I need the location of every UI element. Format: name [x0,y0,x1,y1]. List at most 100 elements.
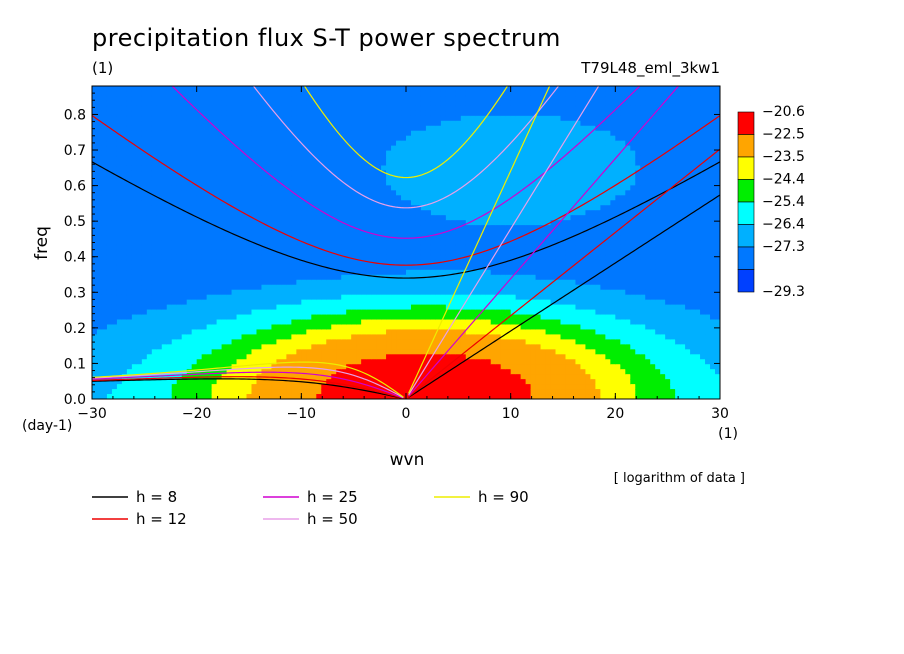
shade-cell [176,274,183,281]
shade-cell [241,314,248,321]
shade-cell [445,389,452,395]
shade-cell [101,274,108,281]
shade-cell [321,364,327,370]
shade-cell [361,374,367,380]
shade-cell [455,294,462,301]
shade-cell [306,264,312,271]
shade-cell [445,200,452,206]
shade-cell [306,344,312,350]
shade-cell [146,354,153,360]
shade-cell [356,259,362,266]
shade-cell [450,369,457,375]
shade-cell [236,100,243,107]
shade-cell [186,90,193,97]
shade-cell [376,155,382,162]
shade-cell [226,244,233,251]
shade-cell [326,394,332,399]
shade-cell [92,155,98,162]
shade-cell [455,155,462,162]
shade-cell [146,244,153,251]
shade-cell [216,100,223,107]
shade-cell [306,274,312,281]
shade-cell [151,374,158,380]
shade-cell [276,389,282,395]
shade-cell [301,170,307,177]
shade-cell [156,309,163,316]
shade-cell [386,230,392,236]
shade-cell [396,90,402,97]
shade-cell [236,274,243,281]
shade-cell [396,240,402,246]
shade-cell [146,379,153,385]
shade-cell [470,259,477,266]
shade-cell [301,374,307,380]
shade-cell [201,86,208,92]
shade-cell [470,274,477,281]
shade-cell [236,309,243,316]
shade-cell [376,264,382,271]
shade-cell [231,145,238,152]
shade-cell [171,100,178,107]
shade-cell [301,334,307,340]
shade-cell [336,120,342,127]
shade-cell [251,180,258,186]
shade-cell [221,210,228,216]
shade-cell [141,86,148,92]
shade-cell [445,90,452,97]
shade-cell [191,170,198,177]
shade-cell [341,135,347,142]
shade-cell [251,349,258,355]
shade-cell [381,205,387,211]
shade-cell [166,349,173,355]
shade-cell [126,235,133,241]
shade-cell [485,100,492,107]
shade-cell [435,115,442,122]
shade-cell [121,369,128,375]
shade-cell [391,100,397,107]
shade-cell [420,230,427,236]
shade-cell [111,259,118,266]
shade-cell [480,130,487,137]
shade-cell [206,259,213,266]
shade-cell [236,269,243,276]
shade-cell [126,354,133,360]
shade-cell [401,284,407,291]
shade-cell [346,115,352,122]
shade-cell [151,364,158,370]
shade-cell [480,95,487,102]
shade-cell [291,374,297,380]
shade-cell [410,145,417,152]
shade-cell [301,125,307,132]
shade-cell [316,175,322,181]
shade-cell [455,215,462,221]
shade-cell [201,284,208,291]
shade-cell [251,86,258,92]
shade-cell [156,279,163,286]
shade-cell [301,269,307,276]
shade-cell [276,384,282,390]
shade-cell [346,230,352,236]
shade-cell [425,314,432,321]
shade-cell [156,150,163,157]
shade-cell [291,230,297,236]
shade-cell [211,354,218,360]
shade-cell [415,86,422,92]
shade-cell [356,170,362,177]
shade-cell [306,389,312,395]
shade-cell [146,120,153,127]
shade-cell [216,120,223,127]
shade-cell [291,100,297,107]
shade-cell [480,319,487,326]
shade-cell [216,240,223,246]
shade-cell [92,304,98,311]
shade-cell [201,160,208,167]
shade-cell [356,135,362,142]
shade-cell [141,369,148,375]
shade-cell [450,324,457,331]
shade-cell [356,205,362,211]
shade-cell [201,304,208,311]
shade-cell [296,294,302,301]
shade-cell [406,110,412,117]
shade-cell [321,120,327,127]
shade-cell [480,324,487,331]
